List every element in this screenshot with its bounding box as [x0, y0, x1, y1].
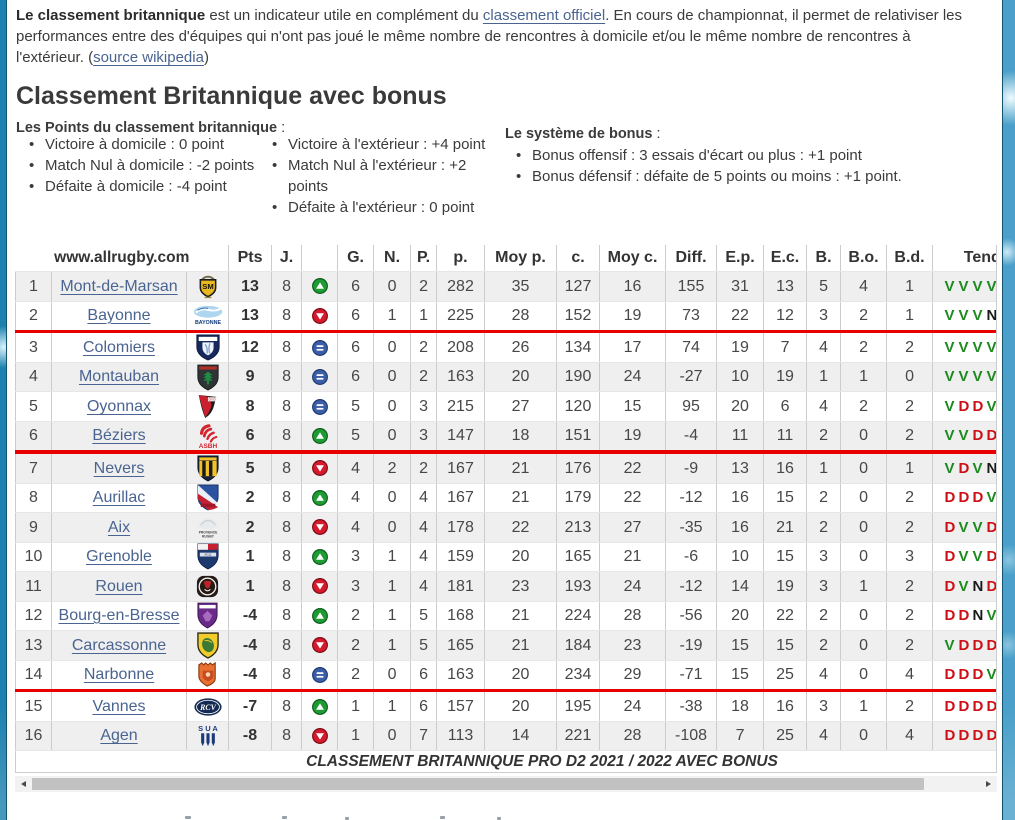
svg-text:S U A: S U A — [198, 724, 218, 733]
svg-text:PROVENCE: PROVENCE — [198, 530, 217, 534]
svg-text:SM: SM — [202, 281, 213, 290]
svg-text:ASBH: ASBH — [198, 443, 217, 450]
svg-text:BAYONNE: BAYONNE — [194, 320, 220, 326]
svg-text:FCG: FCG — [204, 553, 211, 557]
svg-text:RUGBY: RUGBY — [202, 535, 215, 539]
svg-text:RCV: RCV — [199, 703, 216, 712]
svg-text:OYO: OYO — [209, 398, 216, 402]
